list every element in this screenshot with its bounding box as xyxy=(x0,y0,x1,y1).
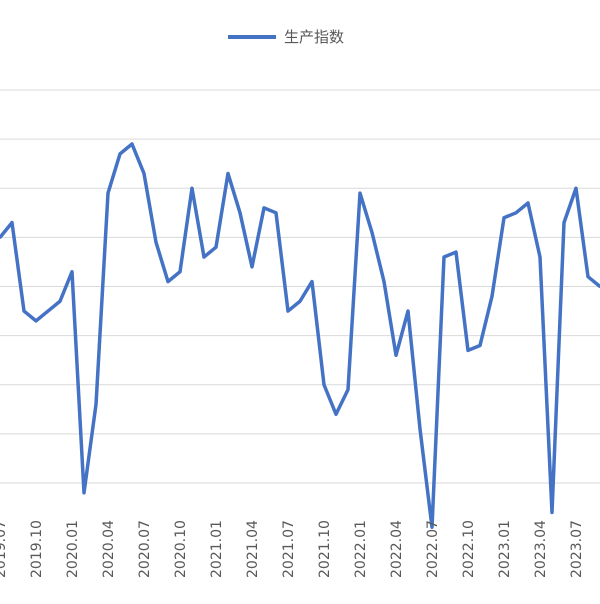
data-point xyxy=(35,319,38,322)
data-point xyxy=(491,295,494,298)
data-point xyxy=(467,349,470,352)
data-point xyxy=(275,211,278,214)
data-point xyxy=(347,388,350,391)
data-point xyxy=(155,241,158,244)
data-point xyxy=(443,256,446,259)
data-point xyxy=(371,231,374,234)
x-tick-label: 2019.10 xyxy=(29,520,45,578)
data-point xyxy=(539,256,542,259)
data-point xyxy=(131,143,134,146)
legend: 生产指数 xyxy=(228,26,344,47)
x-tick-label: 2020.07 xyxy=(137,520,153,578)
x-tick-label: 2023.07 xyxy=(569,520,585,578)
data-point xyxy=(575,187,578,190)
data-point xyxy=(83,491,86,494)
data-point xyxy=(215,246,218,249)
legend-line-swatch xyxy=(228,35,276,39)
x-tick-label: 2021.04 xyxy=(245,520,261,578)
x-tick-label: 2020.01 xyxy=(65,520,81,578)
x-tick-label: 2023.01 xyxy=(497,520,513,578)
data-point xyxy=(515,211,518,214)
data-point xyxy=(527,201,530,204)
data-point xyxy=(455,251,458,254)
data-point xyxy=(59,300,62,303)
data-point xyxy=(263,206,266,209)
x-tick-label: 2020.04 xyxy=(101,520,117,578)
data-point xyxy=(119,152,122,155)
data-point xyxy=(299,300,302,303)
data-point xyxy=(167,280,170,283)
data-point xyxy=(587,275,590,278)
data-point xyxy=(191,187,194,190)
data-point xyxy=(563,221,566,224)
data-point xyxy=(359,192,362,195)
data-point xyxy=(179,270,182,273)
x-tick-label: 2020.10 xyxy=(173,520,189,578)
data-point xyxy=(95,403,98,406)
data-point xyxy=(479,344,482,347)
data-point xyxy=(107,192,110,195)
data-point xyxy=(251,265,254,268)
x-tick-label: 2019.07 xyxy=(0,520,9,578)
x-axis-ticks: 2019.07 2019.10 2020.01 2020.04 2020.07 2020.… xyxy=(0,520,585,578)
x-tick-label: 2022.07 xyxy=(425,520,441,578)
data-point xyxy=(311,280,314,283)
x-tick-label: 2021.01 xyxy=(209,520,225,578)
data-point xyxy=(203,256,206,259)
x-tick-label: 2021.10 xyxy=(317,520,333,578)
data-point xyxy=(503,216,506,219)
data-point xyxy=(419,427,422,430)
x-tick-label: 2022.04 xyxy=(389,520,405,578)
legend-label-series: 生产指数 xyxy=(284,26,344,47)
data-point xyxy=(23,310,26,313)
x-tick-label: 2022.01 xyxy=(353,520,369,578)
data-point xyxy=(395,354,398,357)
data-point xyxy=(11,221,14,224)
data-point xyxy=(335,413,338,416)
data-point xyxy=(287,310,290,313)
x-tick-label: 2022.10 xyxy=(461,520,477,578)
data-point xyxy=(47,310,50,313)
data-point xyxy=(239,211,242,214)
x-tick-label: 2023.04 xyxy=(533,520,549,578)
data-point xyxy=(323,383,326,386)
gridlines xyxy=(0,90,600,483)
data-point xyxy=(383,280,386,283)
data-point xyxy=(71,270,74,273)
x-tick-label: 2021.07 xyxy=(281,520,297,578)
data-point xyxy=(143,172,146,175)
data-point xyxy=(407,310,410,313)
data-point xyxy=(551,511,554,514)
data-point xyxy=(227,172,230,175)
